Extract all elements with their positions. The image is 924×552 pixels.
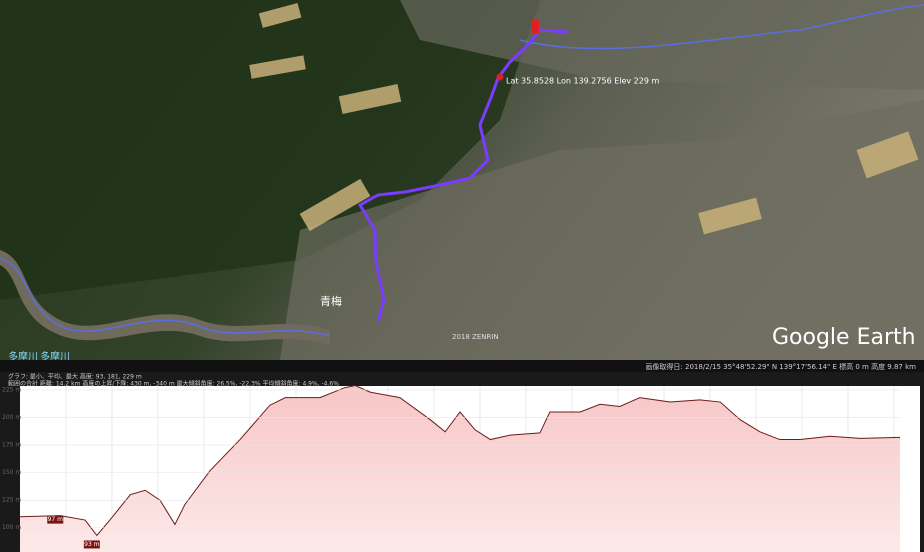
point-label-bg — [83, 540, 100, 549]
forest — [0, 0, 540, 300]
map-view[interactable]: Lat 35.8528 Lon 139.2756 Elev 229 m 青梅 多… — [0, 0, 924, 363]
profile-header: 範囲の合計 距離: 14.2 km 高度の上昇/下降: 430 m, -340 … — [8, 380, 339, 388]
route-label: Lat 35.8528 Lon 139.2756 Elev 229 m — [506, 77, 659, 86]
status-bar — [0, 360, 924, 372]
river-bed — [0, 250, 330, 345]
point-label-bg — [47, 515, 64, 524]
status-text: 画像取得日: 2018/2/15 35°48'52.29" N 139°17'5… — [645, 362, 916, 371]
position-marker — [496, 73, 504, 81]
y-tick-label: 125 m — [2, 497, 21, 504]
y-tick-label: 175 m — [2, 442, 21, 449]
point-label: 97 m — [48, 516, 64, 523]
logo: Google Earth — [772, 325, 916, 350]
river — [519, 4, 924, 50]
place-label: 青梅 — [320, 294, 342, 308]
place-label: 多摩川 — [40, 350, 70, 363]
y-tick-label: 200 m — [2, 414, 21, 421]
copyright: 2018 ZENRIN — [452, 333, 499, 341]
river — [0, 257, 331, 337]
y-tick-label: 100 m — [2, 524, 21, 531]
y-tick-label: 150 m — [2, 469, 21, 476]
y-tick-label: 225 m — [2, 386, 21, 393]
route-path — [357, 28, 569, 323]
golf-courses — [249, 3, 919, 235]
elevation-profile: 100 m 125 m 150 m 175 m 200 m 225 m 97 m 93 m — [2, 384, 901, 552]
route-marker — [532, 20, 539, 33]
place-label: 多摩川 — [8, 350, 38, 363]
profile-area — [20, 385, 900, 552]
urban-area — [280, 100, 924, 360]
point-label: 93 m — [84, 541, 100, 548]
profile-line — [19, 384, 901, 537]
profile-header: グラフ: 最小、平均、最大 高度: 93, 181, 229 m — [8, 373, 142, 381]
